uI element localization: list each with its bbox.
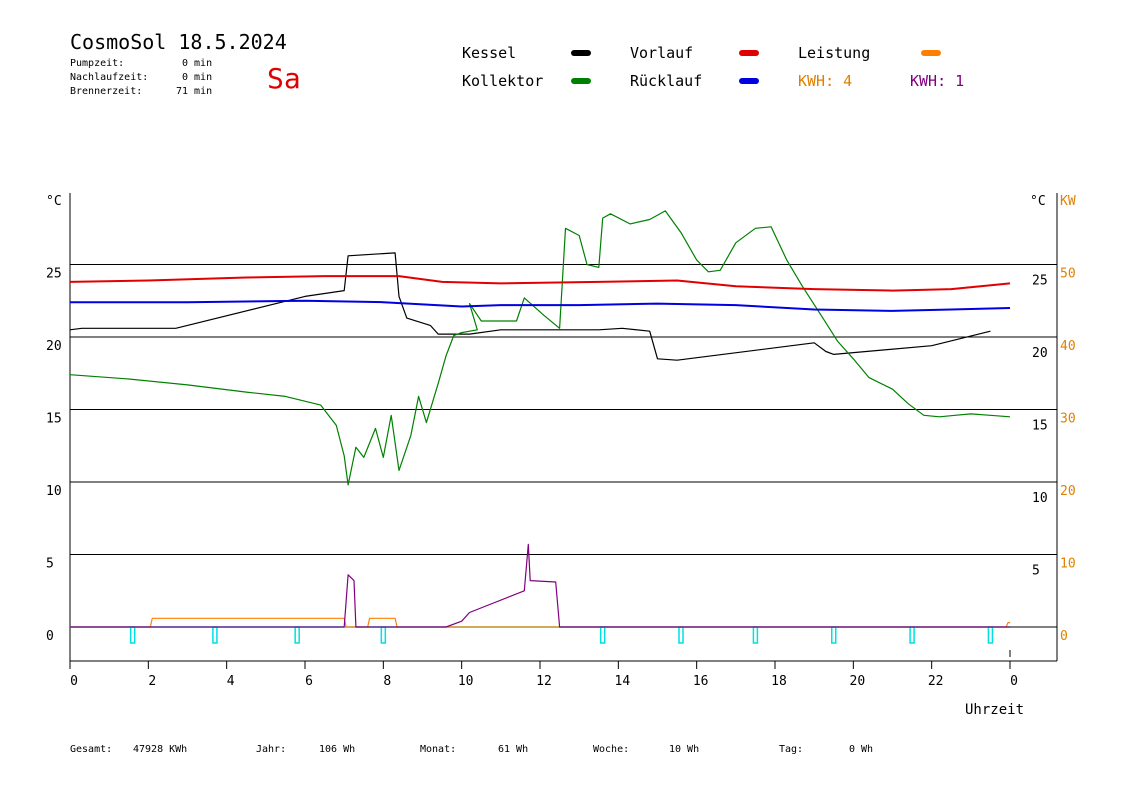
chart-axes	[69, 193, 1058, 669]
pump-marker-7	[831, 626, 837, 644]
y-left-tick-25: 25	[46, 267, 62, 282]
series-vorlauf	[69, 275, 1011, 292]
y-left-tick-20: 20	[46, 339, 62, 354]
x-tick-label-4: 8	[383, 674, 391, 689]
y-left-tick-0: 0	[46, 629, 54, 644]
footer-woche-label: Woche:	[593, 744, 630, 755]
y-kw-tick-30: 30	[1060, 412, 1076, 427]
x-tick-label-12: 0	[1010, 674, 1018, 689]
y-right-tick-15: 15	[1032, 419, 1048, 434]
y-right-tick-20: 20	[1032, 346, 1048, 361]
stat-pumpzeit-label: Pumpzeit:	[70, 58, 125, 69]
y-kw-tick-40: 40	[1060, 339, 1076, 354]
x-tick-label-6: 12	[536, 674, 552, 689]
y-kw-tick-0: 0	[1060, 629, 1068, 644]
series-kwh_b	[70, 543, 1010, 628]
x-tick-label-7: 14	[615, 674, 631, 689]
pump-marker-5	[678, 626, 684, 644]
pump-marker-1	[212, 626, 218, 644]
pump-marker-0	[129, 626, 136, 644]
footer-woche-value: 10 Wh	[669, 744, 700, 755]
pump-marker-2	[294, 626, 300, 644]
legend-kessel-label: Kessel	[462, 44, 517, 62]
chart-title: CosmoSol 18.5.2024	[70, 30, 287, 54]
pump-marker-8	[909, 626, 915, 644]
footer-gesamt-value: 47928 KWh	[133, 744, 188, 755]
footer-monat-label: Monat:	[420, 744, 457, 755]
series-leistung	[70, 617, 1010, 628]
y-kw-tick-10: 10	[1060, 557, 1076, 572]
y-kw-tick-20: 20	[1060, 484, 1076, 499]
footer-monat-value: 61 Wh	[498, 744, 529, 755]
pump-marker-6	[752, 626, 759, 644]
footer-gesamt-label: Gesamt:	[70, 744, 113, 755]
y-left-tick-15: 15	[46, 412, 62, 427]
x-tick-label-1: 2	[148, 674, 156, 689]
pump-marker-4	[599, 626, 606, 644]
y-left-tick-5: 5	[46, 557, 54, 572]
legend-kollektor-swatch	[571, 78, 591, 84]
x-tick-label-3: 6	[305, 674, 313, 689]
y-right-tick-25: 25	[1032, 274, 1048, 289]
x-tick-label-5: 10	[458, 674, 474, 689]
x-tick-label-9: 18	[771, 674, 787, 689]
y-right-unit: °C	[1030, 194, 1046, 209]
legend-kwh-b: KWH: 1	[910, 72, 965, 90]
series-kessel	[69, 252, 991, 361]
footer-jahr-value: 106 Wh	[319, 744, 356, 755]
footer-tag-label: Tag:	[779, 744, 804, 755]
y-left-unit: °C	[46, 194, 62, 209]
x-tick-label-0: 0	[70, 674, 78, 689]
y-kw-tick-50: 50	[1060, 267, 1076, 282]
weekday-label: Sa	[267, 62, 301, 95]
legend-leistung-label: Leistung	[798, 44, 871, 62]
footer-tag-value: 0 Wh	[849, 744, 874, 755]
legend-vorlauf-swatch	[739, 50, 759, 56]
chart-grid	[70, 264, 1057, 628]
y-kw-unit: KW	[1060, 194, 1076, 209]
pump-marker-3	[380, 626, 387, 644]
x-axis-label: Uhrzeit	[965, 702, 1024, 718]
stat-nachlaufzeit-value: 0 min	[182, 72, 213, 83]
chart-tick-labels: 0 2 4 6 8 10 12 14 16 18 20 22 0 0 5 10 15 20 25 5 10 15 20 25 0…	[46, 267, 1076, 690]
legend-kessel-swatch	[571, 50, 591, 56]
chart-series	[69, 210, 1011, 644]
y-right-tick-10: 10	[1032, 491, 1048, 506]
legend-vorlauf-label: Vorlauf	[630, 44, 694, 62]
stat-brennerzeit-value: 71 min	[176, 86, 213, 97]
x-tick-label-10: 20	[850, 674, 866, 689]
legend-ruecklauf-label: Rücklauf	[630, 72, 703, 90]
legend-kollektor-label: Kollektor	[462, 72, 544, 90]
legend-kwh-a: KWH: 4	[798, 72, 853, 90]
series-kollektor	[69, 210, 1011, 486]
x-tick-label-2: 4	[227, 674, 235, 689]
stat-pumpzeit-value: 0 min	[182, 58, 213, 69]
x-tick-label-11: 22	[928, 674, 944, 689]
y-left-tick-10: 10	[46, 484, 62, 499]
pump-marker-9	[987, 626, 994, 644]
legend-ruecklauf-swatch	[739, 78, 759, 84]
stat-brennerzeit-label: Brennerzeit:	[70, 86, 143, 97]
footer-jahr-label: Jahr:	[256, 744, 287, 755]
series-ruecklauf	[70, 299, 1011, 312]
x-tick-label-8: 16	[693, 674, 709, 689]
y-right-tick-5: 5	[1032, 564, 1040, 579]
legend-leistung-swatch	[921, 50, 941, 56]
stat-nachlaufzeit-label: Nachlaufzeit:	[70, 72, 149, 83]
